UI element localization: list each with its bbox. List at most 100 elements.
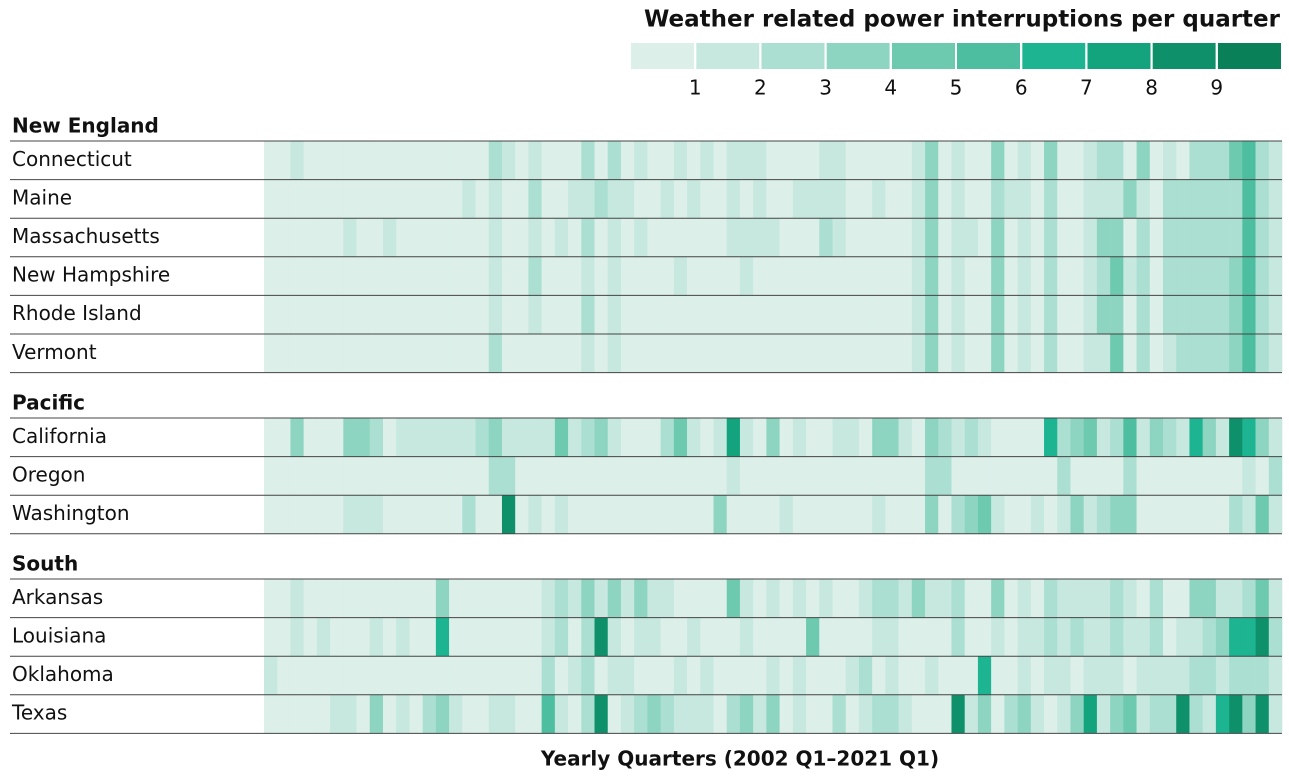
heat-cell [356,179,371,219]
heat-cell [396,495,410,534]
heat-cell [501,495,516,534]
heat-cell [977,495,992,534]
heat-cell [568,334,582,373]
heat-cell [422,456,437,496]
heat-cell [356,418,371,457]
heat-cell [925,418,939,457]
heat-cell [1030,334,1045,373]
heat-cell [832,218,847,257]
row-label: Washington [12,501,130,525]
heat-cell [845,579,860,618]
heat-cell [1044,495,1058,534]
heat-cell [1057,495,1071,534]
heat-cell [303,579,318,618]
heat-cell [739,617,754,657]
heat-cell [264,141,278,180]
heat-cell [647,617,661,657]
heat-cell [951,295,966,334]
heat-cell [369,656,384,695]
heat-cell [885,295,899,334]
heat-cell [369,694,384,734]
heat-cell [449,418,463,457]
row-label: Texas [11,701,67,725]
heat-cell [1096,256,1111,296]
heat-cell [1268,495,1283,534]
heat-cell [515,256,529,296]
heat-cell [1070,218,1084,257]
heat-cell [753,617,767,657]
heat-cell [1030,456,1045,496]
heat-cell [581,617,595,657]
heat-cell [647,256,661,296]
row-label: Louisiana [12,623,106,647]
heat-cell [792,579,807,618]
heat-cell [515,495,529,534]
heat-cell [1096,141,1111,180]
heat-cell [435,418,450,457]
heat-cell [1110,218,1124,257]
heat-cell [660,295,675,334]
legend-tick-label: 8 [1145,76,1158,100]
heat-cell [951,495,966,534]
heat-cell [872,656,886,695]
heat-cell [581,418,595,457]
legend-tick-label: 2 [754,76,767,100]
legend-swatch [1215,41,1284,71]
heat-cell [316,694,331,734]
heat-cell [1229,456,1243,496]
heat-cell [581,179,595,219]
heat-cell [356,694,371,734]
heat-cell [726,617,741,657]
heat-cell [938,656,952,695]
heat-cell [290,656,304,695]
heat-cell [1083,579,1098,618]
heat-cell [1149,456,1164,496]
heat-cell [925,179,939,219]
heat-cell [1163,334,1177,373]
heat-cell [528,495,542,534]
heat-cell [687,418,701,457]
heat-cell [554,495,569,534]
heat-cell [1229,179,1243,219]
heat-cell [938,334,952,373]
heat-cell [700,617,714,657]
heat-cell [290,256,304,296]
heat-cell [277,218,291,257]
heat-cell [898,256,913,296]
heat-cell [356,456,371,496]
heat-cell [1004,179,1018,219]
legend-swatch [889,41,957,71]
heat-cell [687,495,701,534]
heat-cell [581,694,595,734]
heat-cell [475,694,490,734]
heat-cell [1163,617,1177,657]
heat-cell [872,495,886,534]
heat-cell [501,579,516,618]
heat-cell [1229,656,1243,695]
heat-cell [1189,456,1203,496]
heat-cell [1017,141,1032,180]
heat-cell [488,334,503,373]
heat-cell [634,218,648,257]
heat-cell [1215,617,1230,657]
heat-cell [634,694,648,734]
heat-cell [1215,334,1230,373]
heat-cell [1123,418,1137,457]
heat-cell [435,456,450,496]
heat-cell [462,656,476,695]
heat-cell [396,617,410,657]
heat-cell [1123,656,1137,695]
heat-cell [541,141,556,180]
heat-cell [382,456,397,496]
heat-cell [528,418,542,457]
heat-cell [1017,656,1032,695]
heat-cell [885,656,899,695]
heat-cell [396,295,410,334]
heat-cell [1268,579,1283,618]
heat-cell [1149,694,1164,734]
heat-cell [1189,141,1203,180]
heat-cell [1268,456,1283,496]
heat-cell [1189,495,1203,534]
heat-cell [845,456,860,496]
heat-cell [991,456,1005,496]
